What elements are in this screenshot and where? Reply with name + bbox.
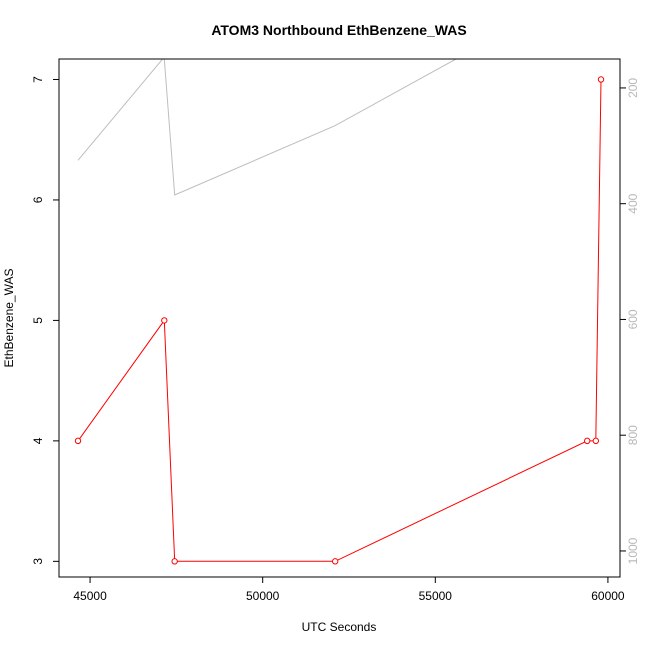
plot-frame bbox=[58, 58, 621, 578]
y-axis: 3 4 5 6 7 bbox=[31, 76, 60, 565]
y-tick-label: 6 bbox=[31, 196, 45, 203]
x-tick-label: 50000 bbox=[246, 589, 280, 603]
x-tick-label: 45000 bbox=[73, 589, 107, 603]
series-0-point bbox=[592, 437, 600, 445]
series-0-point bbox=[597, 76, 605, 83]
series-0-point bbox=[584, 437, 591, 445]
series-0-point bbox=[161, 317, 168, 324]
y2-tick-label: 1000 bbox=[626, 537, 640, 564]
secondary-y-axis: 200 400 600 800 1000 bbox=[619, 78, 640, 564]
y2-tick-label: 400 bbox=[626, 193, 640, 213]
y2-tick-label: 600 bbox=[626, 309, 640, 329]
chart-title: ATOM3 Northbound EthBenzene_WAS bbox=[211, 22, 466, 38]
x-axis-label: UTC Seconds bbox=[302, 620, 377, 634]
y2-tick-label: 800 bbox=[626, 425, 640, 445]
y-tick-label: 4 bbox=[31, 437, 45, 444]
x-axis: 45000 50000 55000 60000 bbox=[73, 576, 625, 603]
series-0-line bbox=[77, 79, 602, 562]
series-0-point bbox=[331, 558, 339, 565]
y-tick-label: 7 bbox=[31, 76, 45, 83]
series-1-line bbox=[77, 59, 457, 196]
series-0-point bbox=[171, 558, 178, 565]
plot-series-layer bbox=[74, 59, 605, 565]
y2-tick-label: 200 bbox=[626, 78, 640, 98]
y-tick-label: 5 bbox=[31, 317, 45, 324]
y-tick-label: 3 bbox=[31, 558, 45, 565]
x-tick-label: 60000 bbox=[591, 589, 625, 603]
x-tick-label: 55000 bbox=[419, 589, 453, 603]
y-axis-label: EthBenzene_WAS bbox=[2, 269, 16, 368]
series-0-point bbox=[74, 437, 82, 445]
